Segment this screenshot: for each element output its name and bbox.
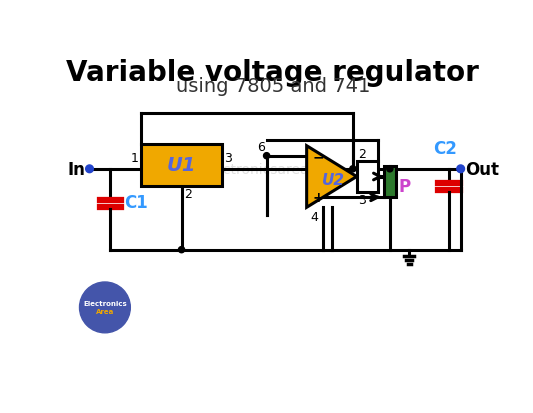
Text: −: −: [312, 150, 324, 164]
Circle shape: [86, 166, 93, 173]
Bar: [384, 166, 396, 197]
Text: U2: U2: [321, 173, 344, 188]
Text: Electronics: Electronics: [83, 300, 127, 306]
Bar: [357, 162, 378, 192]
Text: +: +: [312, 190, 324, 204]
Circle shape: [179, 247, 184, 253]
Text: 3: 3: [224, 152, 232, 165]
Text: Area: Area: [96, 309, 114, 314]
Circle shape: [350, 166, 356, 173]
Text: 2: 2: [184, 188, 192, 201]
Circle shape: [79, 282, 131, 333]
Text: Variable voltage regulator: Variable voltage regulator: [66, 59, 479, 87]
Text: C2: C2: [433, 140, 457, 158]
Polygon shape: [306, 146, 357, 208]
Text: 1: 1: [131, 152, 139, 165]
Text: P: P: [398, 178, 410, 195]
Text: 2: 2: [358, 147, 366, 160]
Text: electronicsarea.com: electronicsarea.com: [203, 162, 343, 176]
Text: U1: U1: [167, 156, 196, 175]
Circle shape: [387, 166, 393, 173]
Text: 3: 3: [358, 194, 366, 207]
Text: Out: Out: [465, 160, 499, 178]
Text: 4: 4: [311, 210, 318, 223]
Circle shape: [457, 166, 464, 173]
Bar: [141, 145, 222, 186]
Circle shape: [457, 166, 464, 173]
Text: C1: C1: [124, 193, 148, 211]
Text: In: In: [67, 160, 85, 178]
Text: 6: 6: [257, 140, 265, 153]
Text: using 7805 and 741: using 7805 and 741: [175, 77, 370, 96]
Circle shape: [263, 153, 270, 159]
